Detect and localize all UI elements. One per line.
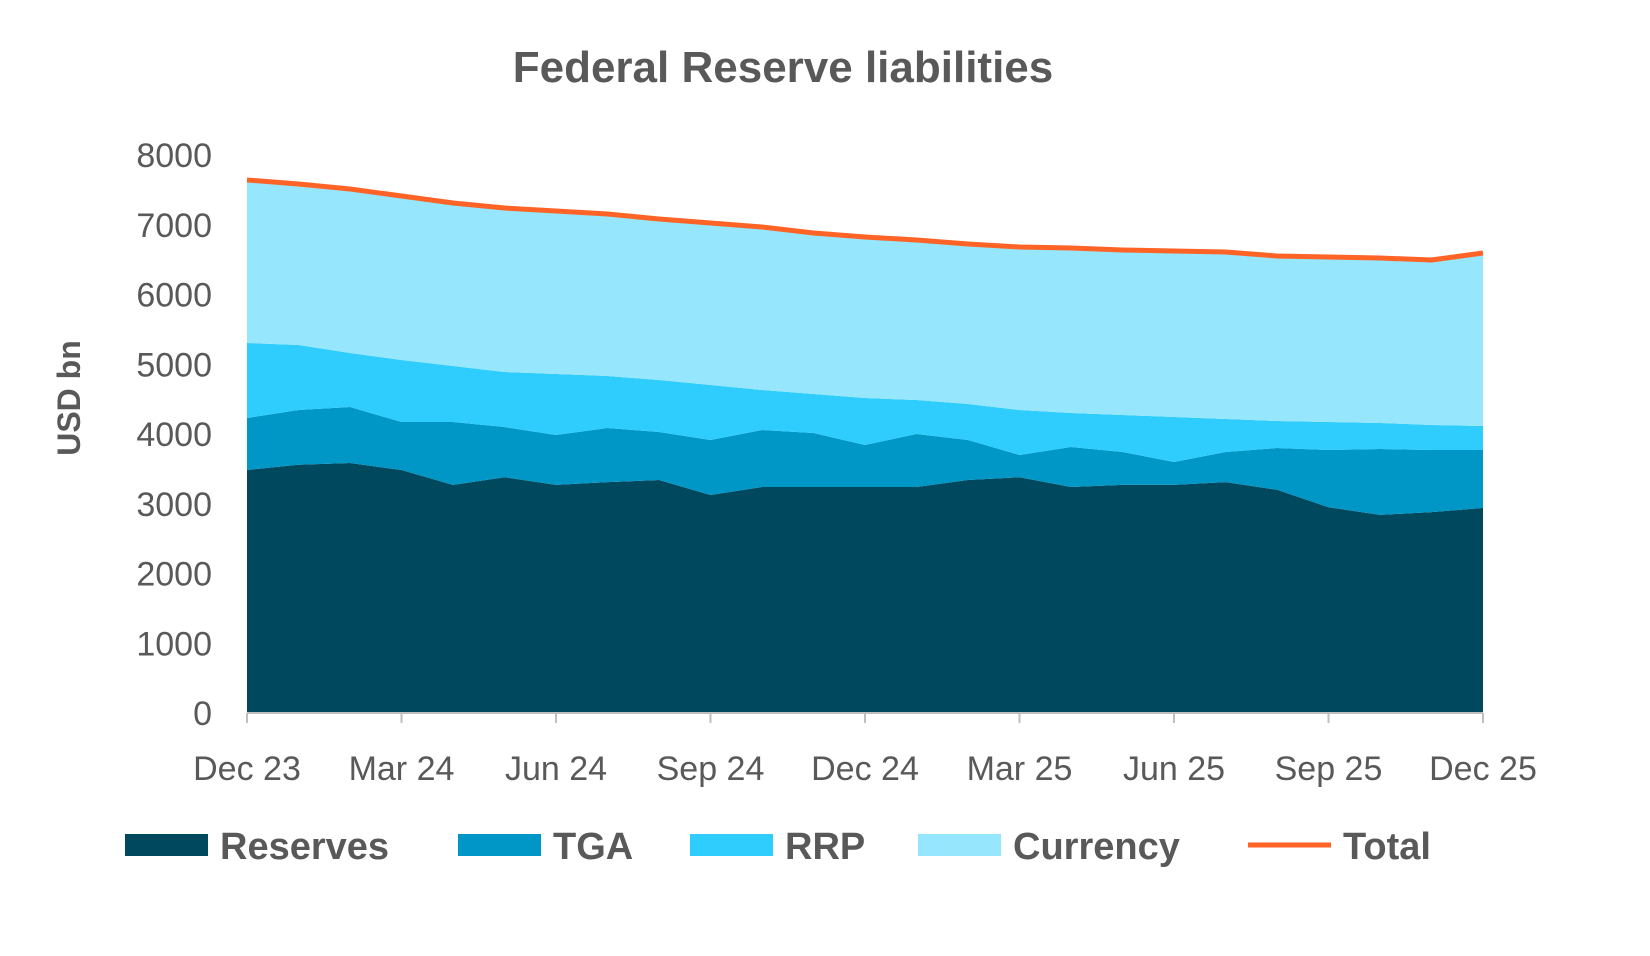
x-tick-label: Dec 24 (811, 750, 919, 788)
legend-item-currency: Currency (918, 826, 1180, 868)
legend-item-tga: TGA (458, 826, 633, 868)
x-tick-label: Sep 24 (657, 750, 765, 788)
area-tga (247, 407, 1483, 515)
x-tick-label: Mar 25 (967, 750, 1073, 788)
y-tick-label: 1000 (136, 625, 212, 663)
x-tick-label: Jun 24 (505, 750, 607, 788)
area-rrp (247, 342, 1483, 462)
legend-swatch (125, 834, 208, 856)
y-axis-label: USD bn (51, 340, 87, 456)
y-tick-label: 4000 (136, 416, 212, 454)
y-tick-label: 3000 (136, 486, 212, 524)
line-total (246, 177, 1484, 263)
x-tick-label: Dec 23 (193, 750, 301, 788)
y-tick-label: 8000 (136, 137, 212, 175)
legend-item-reserves: Reserves (125, 826, 389, 868)
y-tick-label: 5000 (136, 346, 212, 384)
legend-swatch (690, 834, 773, 856)
legend-label: TGA (553, 826, 633, 868)
area-reserves (247, 463, 1483, 713)
legend-item-total: Total (1248, 826, 1431, 868)
x-tick-label: Sep 25 (1275, 750, 1383, 788)
legend-label: Currency (1013, 826, 1180, 868)
y-tick-label: 2000 (136, 556, 212, 594)
x-tick-label: Dec 25 (1429, 750, 1537, 788)
legend-label: Total (1343, 826, 1431, 868)
legend-label: Reserves (220, 826, 389, 868)
y-tick-label: 7000 (136, 207, 212, 245)
legend-swatch (918, 834, 1001, 856)
area-currency (247, 179, 1483, 426)
x-tick-label: Mar 24 (349, 750, 455, 788)
y-tick-label: 6000 (136, 277, 212, 315)
chart-title: Federal Reserve liabilities (513, 43, 1054, 92)
legend-item-rrp: RRP (690, 826, 865, 868)
legend-swatch (458, 834, 541, 856)
x-tick-label: Jun 25 (1123, 750, 1225, 788)
legend-label: RRP (785, 826, 865, 868)
y-tick-label: 0 (193, 695, 212, 733)
